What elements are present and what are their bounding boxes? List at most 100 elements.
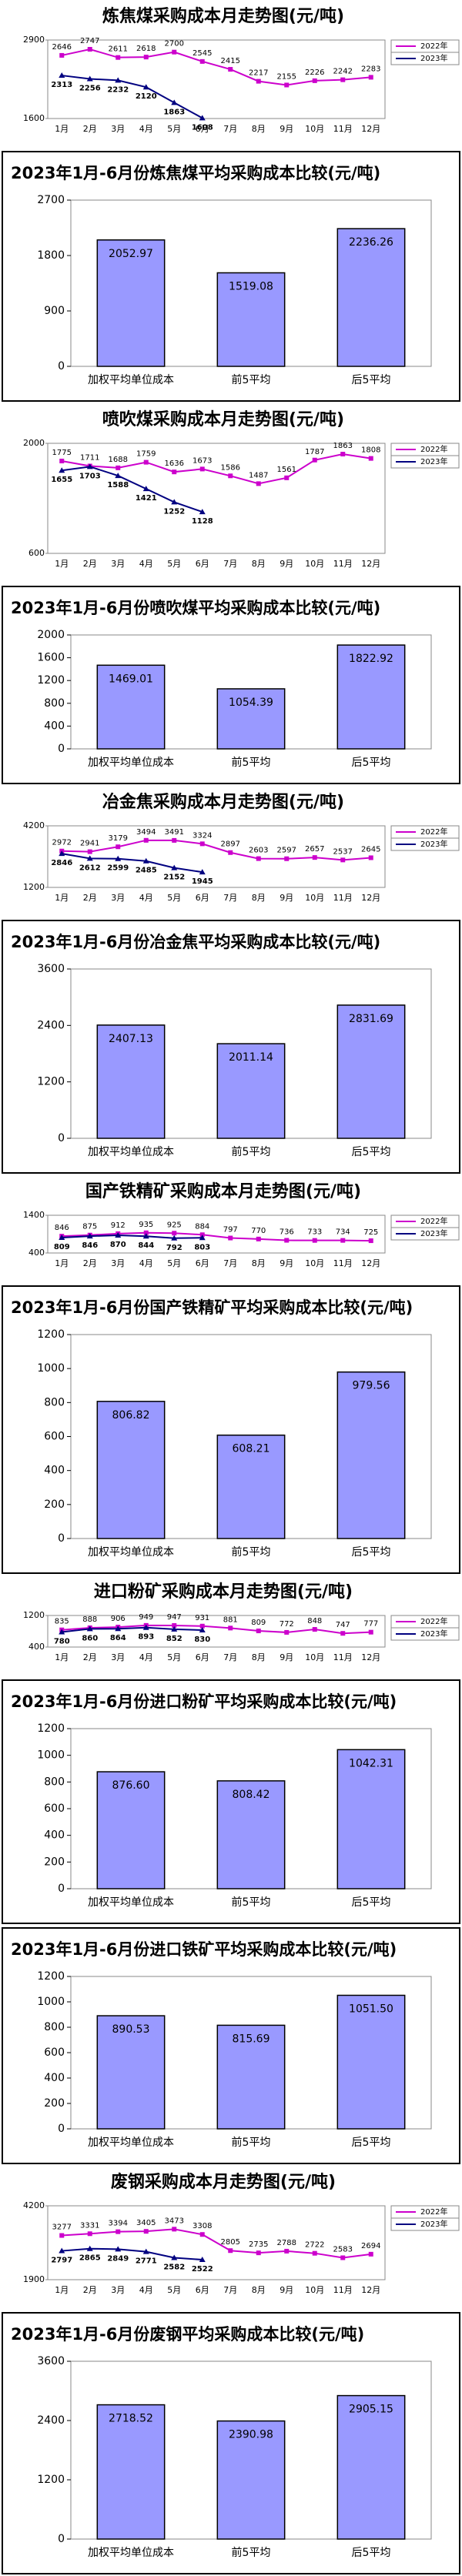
data-label: 2256 xyxy=(79,85,101,93)
point-marker xyxy=(199,1623,205,1629)
y-tick-label: 1000 xyxy=(37,1996,65,2008)
point-marker xyxy=(142,857,149,864)
y-tick-label: 400 xyxy=(28,1248,45,1258)
x-tick-label: 9月 xyxy=(280,559,293,569)
data-label: 809 xyxy=(54,1243,70,1251)
data-label: 875 xyxy=(82,1223,97,1231)
data-label: 2217 xyxy=(249,69,268,78)
x-tick-label: 4月 xyxy=(139,1652,153,1662)
data-label: 792 xyxy=(166,1244,182,1252)
data-label: 2718.52 xyxy=(109,2413,153,2425)
y-tick-label: 4200 xyxy=(23,820,45,830)
x-tick-label: 加权平均单位成本 xyxy=(88,2547,174,2559)
data-label: 890.53 xyxy=(112,2023,150,2036)
x-tick-label: 10月 xyxy=(305,2285,324,2295)
data-label: 1588 xyxy=(107,481,129,489)
data-label: 2599 xyxy=(107,864,129,873)
y-tick-label: 800 xyxy=(44,697,65,710)
y-tick-label: 1900 xyxy=(23,2274,45,2284)
data-label: 2797 xyxy=(51,2257,72,2265)
point-marker xyxy=(172,469,177,475)
plot-area xyxy=(47,825,386,888)
x-tick-label: 10月 xyxy=(305,124,324,134)
data-label: 2283 xyxy=(361,65,380,73)
data-label: 830 xyxy=(194,1635,210,1644)
legend-label: 2023年 xyxy=(420,456,447,466)
x-tick-label: 7月 xyxy=(223,893,237,903)
legend-label: 2023年 xyxy=(420,1228,447,1238)
y-tick-label: 2700 xyxy=(37,194,65,206)
x-tick-label: 5月 xyxy=(167,1652,181,1662)
y-tick-label: 0 xyxy=(58,1883,65,1895)
legend-label: 2023年 xyxy=(420,839,447,849)
point-marker xyxy=(284,856,290,861)
point-marker xyxy=(228,850,233,855)
point-marker xyxy=(59,2247,65,2254)
point-marker xyxy=(199,115,206,121)
x-tick-label: 1月 xyxy=(55,559,69,569)
data-label: 608.21 xyxy=(233,1443,270,1455)
data-label: 3324 xyxy=(192,831,212,840)
legend-label: 2023年 xyxy=(420,53,447,63)
data-label: 1054.39 xyxy=(229,697,273,709)
y-tick-label: 1400 xyxy=(23,1210,45,1220)
point-marker xyxy=(171,1235,178,1241)
point-marker xyxy=(115,855,122,861)
data-label: 2735 xyxy=(249,2240,268,2249)
point-marker xyxy=(142,1233,149,1239)
legend-box xyxy=(390,52,460,65)
chart-title: 2023年1月-6月份国产铁精矿平均采购成本比较(元/吨) xyxy=(11,1298,413,1317)
bar xyxy=(216,1780,286,1889)
data-label: 3491 xyxy=(165,828,184,837)
data-label: 3494 xyxy=(136,828,156,837)
point-marker xyxy=(142,2248,149,2254)
chart-title: 2023年1月-6月份进口铁矿平均采购成本比较(元/吨) xyxy=(11,1940,397,1959)
data-label: 1822.92 xyxy=(349,653,393,665)
x-tick-label: 2月 xyxy=(83,2285,97,2295)
data-label: 2612 xyxy=(79,864,101,872)
y-tick-label: 600 xyxy=(44,1431,65,1443)
y-tick-label: 600 xyxy=(44,1803,65,1815)
y-tick-label: 1200 xyxy=(23,882,45,892)
data-label: 1863 xyxy=(333,442,353,450)
data-label: 803 xyxy=(194,1243,210,1251)
point-marker xyxy=(368,2251,373,2257)
x-tick-label: 后5平均 xyxy=(352,1896,391,1909)
x-tick-label: 10月 xyxy=(305,893,324,903)
data-label: 906 xyxy=(111,1615,126,1623)
data-label: 2522 xyxy=(192,2265,213,2274)
point-marker xyxy=(368,75,373,80)
point-marker xyxy=(143,55,149,60)
y-tick-label: 0 xyxy=(58,2123,65,2135)
point-marker xyxy=(143,1230,149,1235)
point-marker xyxy=(284,1629,290,1635)
data-label: 2657 xyxy=(305,845,324,854)
x-tick-label: 12月 xyxy=(361,124,380,134)
point-marker xyxy=(340,451,346,456)
legend-label: 2023年 xyxy=(420,2219,447,2229)
x-tick-label: 6月 xyxy=(196,893,209,903)
chart-title: 2023年1月-6月份冶金焦平均采购成本比较(元/吨) xyxy=(11,933,380,951)
x-tick-label: 7月 xyxy=(223,559,237,569)
y-tick-label: 200 xyxy=(44,1498,65,1511)
data-label: 949 xyxy=(139,1613,153,1622)
y-tick-label: 800 xyxy=(44,1776,65,1788)
data-label: 806.82 xyxy=(112,1409,150,1422)
x-tick-label: 9月 xyxy=(280,1258,293,1268)
data-label: 2236.26 xyxy=(349,236,393,249)
x-tick-label: 后5平均 xyxy=(352,2547,391,2559)
chart-panel: 2023年1月-6月份喷吹煤平均采购成本比较(元/吨) 0 400 800 1200 16… xyxy=(2,586,460,784)
y-tick-label: 1200 xyxy=(37,1970,65,1983)
point-marker xyxy=(143,2229,149,2234)
x-tick-label: 6月 xyxy=(196,1258,209,1268)
bar xyxy=(216,1434,286,1539)
point-marker xyxy=(228,2248,233,2254)
y-tick-label: 1000 xyxy=(37,1362,65,1375)
x-tick-label: 5月 xyxy=(167,124,181,134)
data-label: 2771 xyxy=(136,2257,157,2266)
series-line xyxy=(62,853,203,874)
data-label: 1673 xyxy=(192,456,212,465)
chart-panel: 国产铁精矿采购成本月走势图(元/吨) 400 1400 1月 2月 3月 4月 5月 6月 7月 8… xyxy=(23,1181,460,1268)
point-marker xyxy=(172,1231,177,1236)
x-tick-label: 3月 xyxy=(111,2285,125,2295)
